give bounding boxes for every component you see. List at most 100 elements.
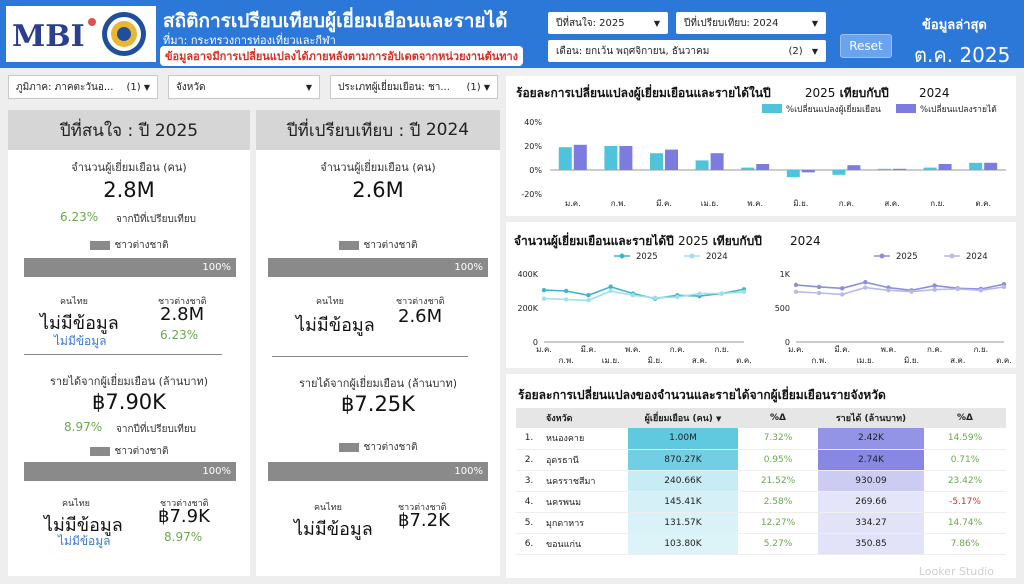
y-tick-label: 20% bbox=[524, 142, 542, 151]
dropdown-arrow-icon: ▼ bbox=[811, 18, 818, 28]
data-point bbox=[586, 298, 591, 303]
dropdown-arrow-icon: ▼ bbox=[143, 82, 150, 92]
x-tick-label: เม.ย. bbox=[602, 356, 620, 365]
panel-header-year: 2024 bbox=[425, 120, 470, 140]
x-tick-label: ส.ค. bbox=[692, 356, 707, 365]
legend-swatch bbox=[89, 240, 110, 250]
col-revenue-pct[interactable]: %Δ bbox=[924, 408, 1006, 428]
legend-label: %เปลี่ยนแปลงรายได้ bbox=[920, 103, 997, 115]
revenue-cell: 2.74K bbox=[818, 449, 924, 471]
x-tick-label: ต.ค. bbox=[996, 356, 1012, 365]
bar bbox=[741, 167, 755, 170]
col-province[interactable]: จังหวัด bbox=[542, 408, 628, 428]
bar bbox=[604, 146, 618, 170]
visitors-cell: 145.41K bbox=[628, 491, 738, 513]
revenue-cell: 930.09 bbox=[818, 470, 924, 492]
data-point bbox=[630, 293, 636, 298]
region-filter-count: (1) bbox=[126, 81, 141, 93]
data-point bbox=[741, 289, 747, 295]
reset-button[interactable]: Reset bbox=[840, 34, 892, 58]
table-row[interactable]: 2. อุดรธานี 870.27K 0.95% 2.74K 0.71% bbox=[516, 449, 1006, 471]
revenue-pct-cell: 7.86% bbox=[924, 533, 1006, 555]
data-point bbox=[793, 282, 799, 288]
x-tick-label: ก.พ. bbox=[559, 356, 574, 365]
visitors-value: 2.6M bbox=[352, 178, 404, 202]
rank-cell: 6. bbox=[516, 533, 542, 555]
x-tick-label: ก.ค. bbox=[670, 345, 685, 354]
compare-year-dropdown[interactable]: ปีที่เปรียบเทียบ: 2024 ▼ bbox=[676, 12, 826, 34]
data-point bbox=[541, 296, 547, 301]
visitors-pct-cell: 7.32% bbox=[738, 428, 818, 450]
province-filter-value: จังหวัด bbox=[176, 81, 206, 93]
data-point bbox=[978, 288, 984, 293]
latest-data-label: ข้อมูลล่าสุด bbox=[922, 18, 987, 33]
month-filter-dropdown[interactable]: เดือน: ยกเว้น พฤศจิกายน, ธันวาคม (2) ▼ bbox=[548, 40, 826, 62]
province-table: จังหวัด ผู้เยี่ยมเยือน (คน) ▼ %Δ รายได้ … bbox=[516, 408, 1006, 555]
table-row[interactable]: 6. ขอนแก่น 103.80K 5.27% 350.85 7.86% bbox=[516, 533, 1006, 555]
y-tick-label: 0 bbox=[533, 338, 538, 347]
legend-label: ชาวต่างชาติ bbox=[363, 442, 418, 453]
thai-visitors-no-data: ไม่มีข้อมูล bbox=[40, 313, 119, 334]
chart-title-mid: เทียบกับปี bbox=[712, 234, 762, 248]
y-tick-label: 40% bbox=[524, 118, 542, 127]
rank-cell: 1. bbox=[516, 428, 542, 450]
visitor-type-filter[interactable]: ประเภทผู้เยี่ยมเยือน: ชา... (1) ▼ bbox=[330, 75, 498, 99]
province-cell: ขอนแก่น bbox=[542, 533, 628, 555]
col-revenue[interactable]: รายได้ (ล้านบาท) bbox=[818, 408, 924, 428]
x-tick-label: ก.พ. bbox=[611, 199, 626, 208]
bar bbox=[832, 170, 846, 175]
legend-label: 2024 bbox=[706, 252, 728, 262]
dropdown-arrow-icon: ▼ bbox=[653, 18, 660, 28]
revenue-value: ฿7.90K bbox=[92, 390, 166, 414]
y-tick-label: -20% bbox=[521, 190, 542, 199]
rank-cell: 3. bbox=[516, 470, 542, 492]
year-of-interest-dropdown[interactable]: ปีที่สนใจ: 2025 ▼ bbox=[548, 12, 668, 34]
region-filter-value: ภูมิภาค: ภาคตะวันอ... bbox=[16, 81, 114, 93]
chart-title-year-b: 2024 bbox=[919, 86, 950, 100]
rev-foreign-label: ชาวต่างชาติ bbox=[160, 499, 209, 509]
table-row[interactable]: 5. มุกดาหาร 131.57K 12.27% 334.27 14.74% bbox=[516, 512, 1006, 534]
table-row[interactable]: 3. นครราชสีมา 240.66K 21.52% 930.09 23.42% bbox=[516, 470, 1006, 492]
legend-swatch bbox=[762, 104, 782, 113]
x-tick-label: ก.ค. bbox=[927, 345, 942, 354]
x-tick-label: มี.ค. bbox=[834, 345, 850, 354]
rev-from-compare-label: จากปีที่เปรียบเทียบ bbox=[116, 424, 197, 435]
pct-change-bar-chart: %เปลี่ยนแปลงผู้เยี่ยมเยือน %เปลี่ยนแปลงรา… bbox=[521, 103, 1006, 208]
revenue-cell: 2.42K bbox=[818, 428, 924, 450]
bar bbox=[878, 168, 891, 170]
revenue-cell: 350.85 bbox=[818, 533, 924, 555]
mbi-logo: MBI bbox=[6, 6, 156, 62]
revenue-cell: 334.27 bbox=[818, 512, 924, 534]
visitors-pct-cell: 12.27% bbox=[738, 512, 818, 534]
y-tick-label: 0% bbox=[529, 166, 542, 175]
y-tick-label: 500 bbox=[775, 304, 790, 313]
year-of-interest-value: ปีที่สนใจ: 2025 bbox=[556, 17, 625, 29]
revenue-line-chart: 2025 2024 1K 500 0ม.ค. มี.ค. พ.ค. ก.ค. ก.ย. ก.พ. เ… bbox=[775, 252, 1012, 365]
legend-marker bbox=[949, 253, 955, 259]
compare-year-value: ปีที่เปรียบเทียบ: 2024 bbox=[684, 17, 779, 29]
bar bbox=[650, 153, 663, 170]
table-row[interactable]: 1. หนองคาย 1.00M 7.32% 2.42K 14.59% bbox=[516, 428, 1006, 450]
x-tick-label: พ.ค. bbox=[625, 345, 641, 354]
revenue-label: รายได้จากผู้เยี่ยมเยือน (ล้านบาท) bbox=[49, 375, 209, 388]
legend-label: 2024 bbox=[966, 252, 988, 262]
province-cell: นครราชสีมา bbox=[542, 470, 628, 492]
rev-thai-label: คนไทย bbox=[314, 503, 342, 513]
region-filter[interactable]: ภูมิภาค: ภาคตะวันอ... (1) ▼ bbox=[8, 75, 158, 99]
legend-marker bbox=[619, 253, 625, 259]
col-visitors-pct[interactable]: %Δ bbox=[738, 408, 818, 428]
y-tick-label: 400K bbox=[517, 270, 538, 279]
legend-swatch bbox=[896, 104, 916, 113]
col-visitors[interactable]: ผู้เยี่ยมเยือน (คน) ▼ bbox=[628, 408, 738, 428]
bar bbox=[923, 167, 937, 170]
x-tick-label: ก.พ. bbox=[812, 356, 827, 365]
visitors-value: 2.8M bbox=[103, 178, 155, 202]
revenue-pct-cell: 14.74% bbox=[924, 512, 1006, 534]
x-tick-label: มี.ค. bbox=[581, 345, 597, 354]
data-point bbox=[955, 286, 960, 292]
chart-title-year-a: 2025 bbox=[677, 234, 709, 248]
data-point bbox=[816, 290, 822, 296]
province-filter[interactable]: จังหวัด ▼ bbox=[168, 75, 320, 99]
series-line bbox=[795, 286, 1005, 296]
table-row[interactable]: 4. นครพนม 145.41K 2.58% 269.66 -5.17% bbox=[516, 491, 1006, 513]
